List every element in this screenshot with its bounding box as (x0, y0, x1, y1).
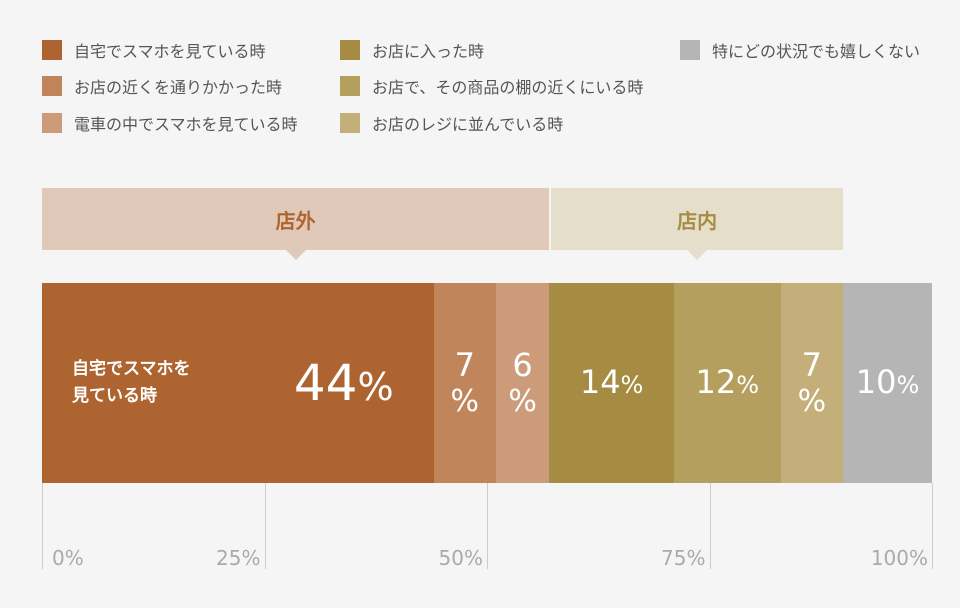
segment-value-unit: % (620, 371, 644, 400)
legend-swatch (42, 113, 62, 133)
axis-tick-label: 100% (870, 546, 928, 570)
segment-value-number: 6 (512, 345, 533, 384)
legend-item: お店の近くを通りかかった時 (42, 74, 282, 98)
segment-inner-label-line: 自宅でスマホを (72, 358, 191, 379)
bar-segment: 14% (549, 283, 674, 483)
axis-tick-label: 50% (438, 546, 483, 570)
segment-value-unit: % (508, 384, 537, 419)
bar-segment: 自宅でスマホを 見ている時 44% (42, 283, 434, 483)
axis-tick (487, 483, 488, 569)
segment-value-number: 7 (454, 345, 475, 384)
segment-value-number: 14 (579, 363, 621, 402)
legend-label: お店のレジに並んでいる時 (372, 115, 564, 134)
segment-value-unit: % (357, 364, 394, 409)
legend-label: 電車の中でスマホを見ている時 (74, 115, 298, 134)
segment-value: 10% (856, 365, 920, 400)
axis-tick (42, 483, 43, 569)
axis-tick-label: 75% (661, 546, 706, 570)
bar-segment: 10% (843, 283, 932, 483)
legend-swatch (340, 76, 360, 96)
axis-tick (932, 483, 933, 569)
segment-inner-label-line: 見ている時 (72, 386, 157, 406)
bar-segment: 7% (780, 283, 843, 483)
segment-value: 14% (580, 365, 644, 400)
segment-value: 7% (450, 345, 479, 419)
segment-value-unit: % (736, 371, 760, 400)
legend-item: お店に入った時 (340, 38, 484, 62)
group-label: 店外 (275, 208, 316, 233)
legend-swatch (42, 40, 62, 60)
group-band: 店外 (42, 188, 550, 260)
legend-label: お店で、その商品の棚の近くにいる時 (372, 78, 644, 97)
legend-item: 自宅でスマホを見ている時 (42, 38, 266, 62)
legend-label: 自宅でスマホを見ている時 (74, 42, 266, 61)
pointer-triangle (687, 250, 708, 260)
segment-value-number: 7 (801, 345, 823, 384)
legend-swatch (340, 113, 360, 133)
legend-swatch (340, 40, 360, 60)
legend-label: お店に入った時 (372, 42, 485, 61)
axis-tick-label: 0% (52, 546, 84, 570)
segment-value-number: 44 (293, 353, 358, 412)
legend-item: 特にどの状況でも嬉しくない (680, 38, 920, 62)
segment-value: 6% (508, 345, 537, 419)
legend-label: お店の近くを通りかかった時 (74, 78, 283, 97)
legend-swatch (680, 40, 700, 60)
segment-value: 44% (293, 353, 394, 412)
legend-label: 特にどの状況でも嬉しくない (712, 42, 921, 61)
bar-segment: 7% (433, 283, 496, 483)
segment-value-unit: % (450, 384, 479, 419)
segment-value-number: 10 (855, 363, 897, 402)
group-band: 店内 (551, 188, 843, 260)
axis-tick (709, 483, 711, 569)
legend-item: 電車の中でスマホを見ている時 (42, 111, 298, 135)
legend-item: お店のレジに並んでいる時 (340, 111, 563, 135)
stacked-bar: 自宅でスマホを 見ている時 44% 7% 6% 14% 12% 7% 10% (42, 283, 932, 483)
segment-value-number: 12 (695, 363, 737, 402)
bar-segment: 12% (673, 283, 781, 483)
segment-value: 7% (797, 345, 827, 419)
segment-value-unit: % (896, 371, 920, 400)
segment-value: 12% (696, 365, 760, 400)
legend-swatch (42, 76, 62, 96)
bar-segment: 6% (495, 283, 550, 483)
group-label: 店内 (677, 208, 718, 233)
segment-value-unit: % (797, 384, 827, 419)
pointer-triangle (285, 250, 306, 260)
legend-item: お店で、その商品の棚の近くにいる時 (340, 74, 643, 98)
axis-tick-label: 25% (216, 546, 261, 570)
axis-tick (264, 483, 266, 569)
segment-inner-label: 自宅でスマホを 見ている時 (72, 356, 191, 410)
